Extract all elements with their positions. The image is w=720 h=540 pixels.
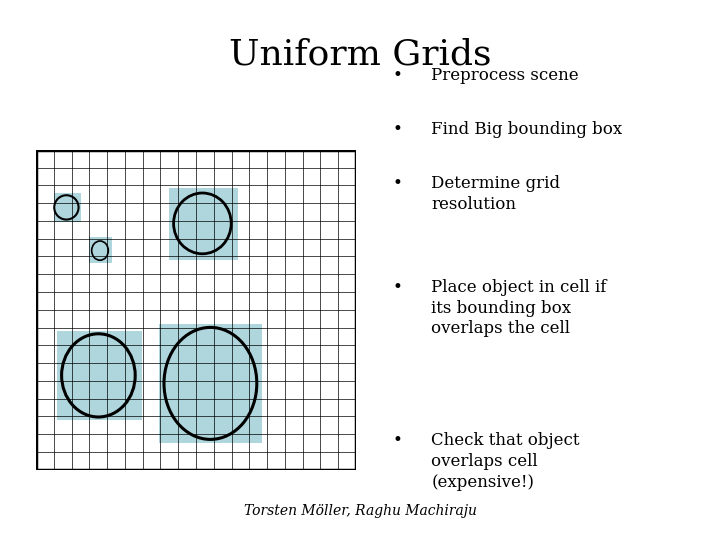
Bar bbox=[53, 193, 81, 222]
Text: •: • bbox=[392, 279, 402, 295]
Text: Uniform Grids: Uniform Grids bbox=[229, 38, 491, 72]
Text: •: • bbox=[392, 432, 402, 449]
Text: Check that object
overlaps cell
(expensive!): Check that object overlaps cell (expensi… bbox=[431, 432, 580, 491]
Bar bbox=[168, 188, 238, 260]
Text: Place object in cell if
its bounding box
overlaps the cell: Place object in cell if its bounding box… bbox=[431, 279, 607, 338]
Text: •: • bbox=[392, 67, 402, 84]
Text: Find Big bounding box: Find Big bounding box bbox=[431, 121, 623, 138]
Text: Determine grid
resolution: Determine grid resolution bbox=[431, 175, 560, 213]
Bar bbox=[57, 330, 142, 420]
Text: •: • bbox=[392, 175, 402, 192]
Text: •: • bbox=[392, 121, 402, 138]
Text: Preprocess scene: Preprocess scene bbox=[431, 67, 579, 84]
Text: Torsten Möller, Raghu Machiraju: Torsten Möller, Raghu Machiraju bbox=[243, 504, 477, 518]
Bar bbox=[159, 324, 261, 443]
Bar bbox=[89, 237, 112, 264]
